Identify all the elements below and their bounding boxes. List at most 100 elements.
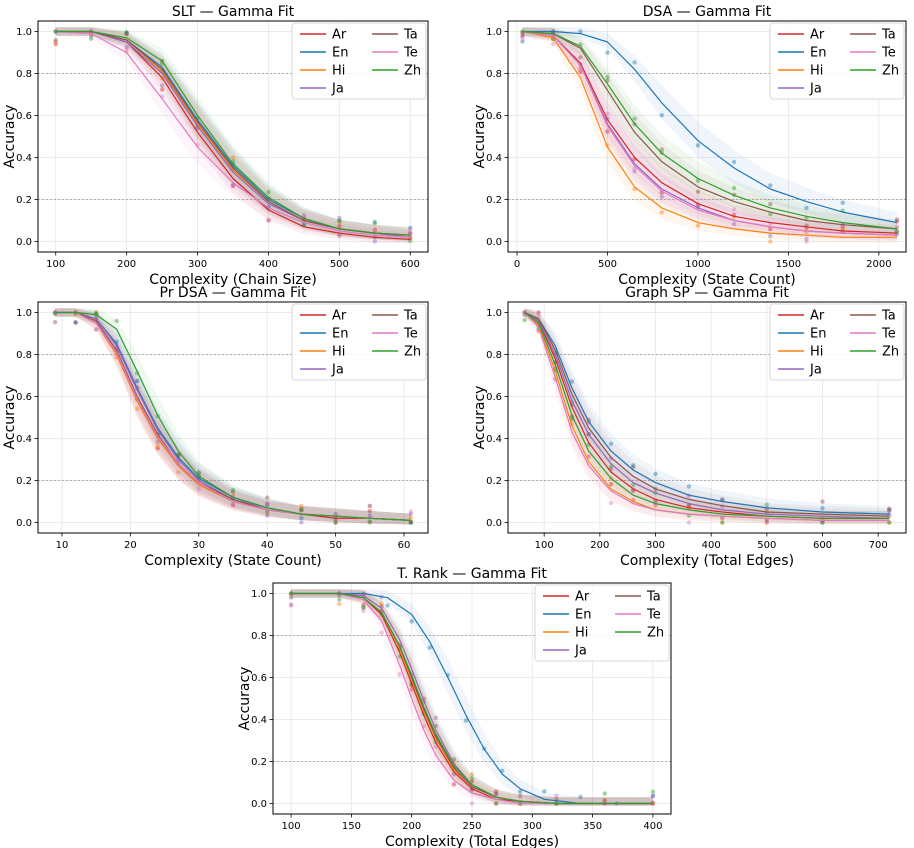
- data-point-en: [804, 205, 809, 211]
- data-point-ar: [265, 501, 270, 507]
- data-point-en: [768, 183, 773, 188]
- fit-line-te: [55, 30, 411, 238]
- data-point-ja: [608, 456, 614, 461]
- x-axis-label: Complexity (State Count): [144, 553, 322, 569]
- data-point-en: [408, 225, 413, 230]
- data-point-ta: [230, 489, 236, 494]
- legend-label-ja: Ja: [809, 363, 822, 378]
- legend-label-zh: Zh: [404, 345, 421, 360]
- data-point-te: [124, 46, 129, 52]
- data-point-te: [887, 514, 892, 519]
- x-axis-label: Complexity (State Count): [618, 272, 796, 288]
- data-point-te: [409, 687, 414, 692]
- data-point-en: [605, 50, 610, 55]
- data-point-te: [265, 501, 270, 506]
- data-point-hi: [768, 239, 773, 244]
- data-point-ta: [361, 605, 366, 611]
- data-point-ar: [266, 218, 271, 223]
- data-point-zh: [720, 520, 725, 525]
- x-tick-label: 350: [583, 821, 602, 832]
- legend-label-ja: Ja: [331, 82, 344, 97]
- data-point-en: [196, 474, 201, 480]
- data-point-ta: [52, 320, 58, 325]
- data-point-hi: [299, 503, 304, 508]
- y-tick-label: 1.0: [16, 308, 32, 319]
- data-point-zh: [887, 520, 892, 525]
- data-point-te: [230, 502, 236, 507]
- confidence-band-ja: [524, 308, 890, 524]
- data-point-ta: [894, 217, 900, 222]
- x-axis-label: Complexity (Chain Size): [149, 272, 317, 288]
- data-point-zh: [764, 502, 769, 507]
- data-point-ja: [894, 229, 900, 234]
- data-point-ar: [887, 507, 892, 512]
- chart-title: T. Rank — Gamma Fit: [396, 566, 547, 582]
- data-point-ta: [367, 519, 372, 524]
- data-point-te: [586, 454, 591, 459]
- x-tick-label: 20: [124, 540, 137, 551]
- x-tick-label: 250: [462, 821, 481, 832]
- legend-label-ar: Ar: [332, 309, 347, 324]
- data-point-en: [518, 789, 523, 794]
- x-tick-label: 50: [329, 540, 342, 551]
- y-tick-label: 0.0: [16, 518, 32, 529]
- data-point-ja: [433, 715, 438, 720]
- fit-line-en: [524, 311, 890, 515]
- y-tick-label: 0.4: [486, 434, 502, 445]
- data-point-en: [520, 39, 525, 44]
- data-point-en: [337, 218, 342, 224]
- data-point-hi: [469, 772, 475, 777]
- data-point-en: [731, 159, 737, 165]
- data-point-en: [372, 219, 377, 225]
- data-point-en: [367, 513, 372, 518]
- x-tick-label: 150: [342, 821, 361, 832]
- x-tick-label: 100: [282, 821, 301, 832]
- data-point-ar: [53, 41, 58, 47]
- y-tick-label: 0.8: [16, 69, 32, 80]
- data-point-ja: [768, 233, 773, 239]
- data-point-te: [361, 608, 366, 613]
- fit-line-en: [291, 592, 653, 805]
- y-tick-label: 0.0: [251, 799, 267, 810]
- legend-label-ja: Ja: [331, 363, 344, 378]
- data-point-ar: [333, 520, 338, 525]
- data-point-ar: [520, 33, 525, 39]
- legend: Ar En Hi Ja Ta Te Zh: [534, 584, 670, 662]
- chart-title: DSA — Gamma Fit: [643, 4, 772, 20]
- legend-label-ar: Ar: [332, 28, 347, 43]
- data-point-ar: [367, 508, 372, 514]
- data-point-en: [409, 619, 414, 624]
- data-point-en: [608, 441, 614, 446]
- data-point-ar: [337, 224, 342, 229]
- data-point-zh: [89, 36, 94, 41]
- data-point-zh: [731, 185, 737, 191]
- y-tick-label: 0.4: [16, 434, 32, 445]
- data-point-zh: [230, 487, 236, 493]
- data-point-ta: [887, 506, 892, 511]
- data-point-zh: [650, 789, 656, 794]
- data-point-zh: [361, 604, 366, 610]
- y-tick-label: 0.2: [486, 476, 502, 487]
- y-tick-label: 0.6: [16, 392, 32, 403]
- x-tick-label: 30: [192, 540, 205, 551]
- data-point-te: [551, 41, 556, 47]
- data-point-en: [427, 645, 432, 650]
- axes-frame: [37, 301, 429, 534]
- y-tick-label: 0.8: [486, 69, 502, 80]
- y-tick-label: 0.8: [251, 631, 267, 642]
- plot-area: [520, 27, 900, 244]
- legend-label-ar: Ar: [575, 590, 590, 605]
- data-point-ta: [408, 520, 414, 525]
- legend-label-te: Te: [403, 46, 418, 61]
- data-point-te: [608, 500, 614, 506]
- data-point-zh: [337, 597, 342, 602]
- data-point-te: [408, 227, 413, 232]
- data-point-ar: [230, 502, 236, 508]
- data-point-ta: [337, 233, 342, 238]
- data-point-en: [653, 471, 658, 477]
- confidence-band-ta: [522, 27, 897, 236]
- data-point-hi: [372, 227, 377, 232]
- legend-label-en: En: [332, 46, 348, 61]
- data-point-zh: [114, 318, 119, 324]
- legend: Ar En Hi Ja Ta Te Zh: [291, 303, 427, 381]
